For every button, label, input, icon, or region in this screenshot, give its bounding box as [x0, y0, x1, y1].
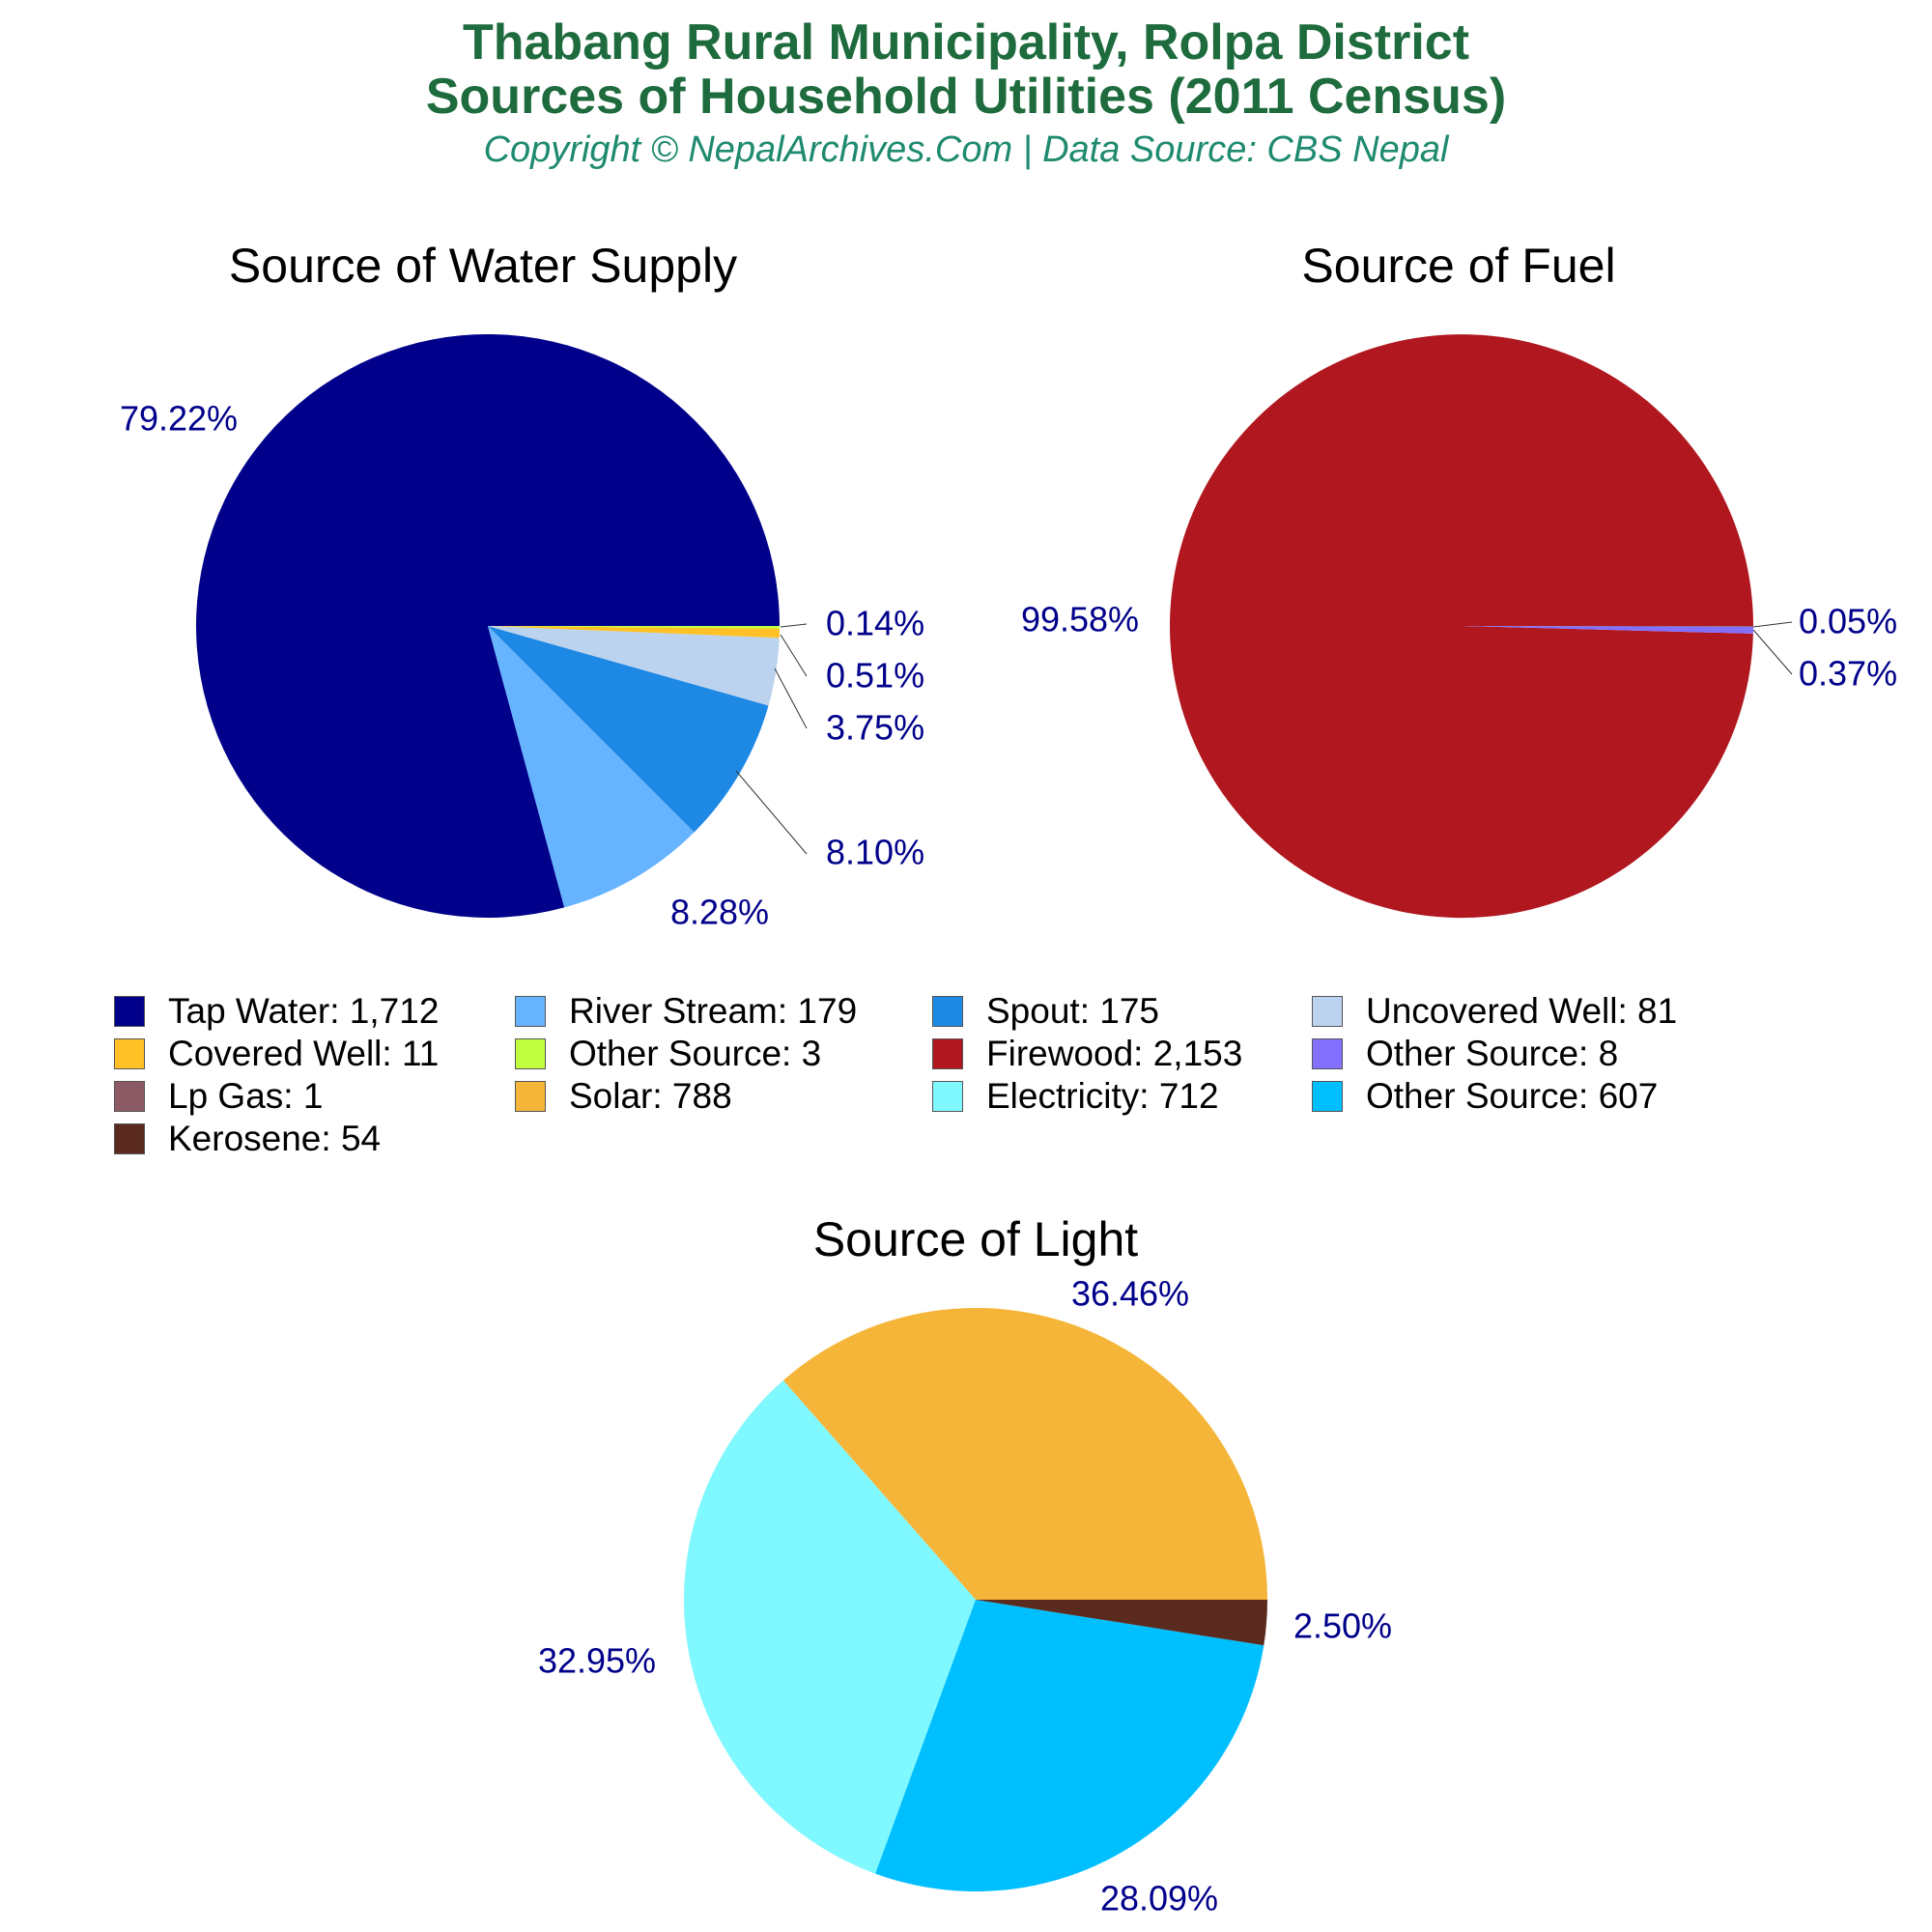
pie-percent-label: 32.95% — [538, 1641, 656, 1681]
legend-swatch — [932, 1081, 963, 1112]
pie-slice-tap-water — [195, 333, 780, 918]
legend-label: Covered Well: 11 — [168, 1034, 440, 1073]
legend-item: Kerosene: 54 — [114, 1118, 381, 1160]
legend-item: Spout: 175 — [932, 990, 1159, 1033]
legend-label: Lp Gas: 1 — [168, 1076, 324, 1116]
legend-label: Kerosene: 54 — [168, 1119, 382, 1158]
leader-line — [735, 770, 808, 855]
legend-item: River Stream: 179 — [515, 990, 857, 1033]
fuel-pie: 99.58% 0.37% 0.05% — [1021, 334, 1897, 919]
water-supply-pie-title: Source of Water Supply — [229, 239, 737, 293]
chart-title-line-2: Sources of Household Utilities (2011 Cen… — [425, 69, 1507, 125]
legend-swatch — [932, 996, 963, 1027]
legend-swatch — [932, 1038, 963, 1069]
pie-slice-firewood — [1170, 334, 1753, 919]
pie-percent-label: 0.05% — [1799, 602, 1897, 641]
legend-swatch — [1312, 1081, 1343, 1112]
legend-label: Other Source: 3 — [569, 1034, 822, 1073]
leader-line — [780, 623, 808, 628]
pie-percent-label: 8.28% — [670, 893, 769, 932]
pie-slice-lp-gas — [1462, 626, 1754, 627]
pie-slice-river-stream — [488, 626, 695, 908]
legend-label: Tap Water: 1,712 — [168, 991, 440, 1031]
legend-label: River Stream: 179 — [569, 991, 858, 1031]
water-supply-pie: 79.22% 8.28% 8.10% 3.75% 0.51% 0.14% — [120, 333, 924, 932]
pie-slice-kerosene — [976, 1600, 1267, 1646]
pie-percent-label: 36.46% — [1071, 1274, 1189, 1314]
chart-title-line-1: Thabang Rural Municipality, Rolpa Distri… — [462, 14, 1470, 71]
legend-label: Electricity: 712 — [986, 1076, 1219, 1116]
legend-item: Lp Gas: 1 — [114, 1075, 323, 1118]
leader-line — [1752, 621, 1793, 628]
pie-slice-solar — [782, 1307, 1267, 1600]
light-pie: 36.46% 32.95% 28.09% 2.50% — [538, 1274, 1392, 1918]
pie-slice-spout — [488, 626, 769, 833]
legend-swatch — [114, 996, 145, 1027]
pie-percent-label: 3.75% — [826, 708, 924, 748]
pie-slice-other-source — [488, 626, 781, 629]
legend-label: Solar: 788 — [569, 1076, 732, 1116]
pie-slice-other-source — [875, 1600, 1264, 1892]
legend-swatch — [114, 1123, 145, 1154]
legend-swatch — [114, 1081, 145, 1112]
legend-item: Covered Well: 11 — [114, 1033, 439, 1075]
pie-percent-label: 79.22% — [120, 399, 238, 439]
leader-line — [1752, 629, 1793, 675]
leader-line — [780, 634, 808, 677]
legend-swatch — [114, 1038, 145, 1069]
legend-item: Uncovered Well: 81 — [1312, 990, 1677, 1033]
pie-slice-covered-well — [488, 626, 780, 639]
pie-slice-other-source — [1462, 626, 1753, 634]
light-pie-title: Source of Light — [813, 1212, 1138, 1266]
pie-percent-label: 99.58% — [1021, 600, 1139, 639]
legend-item: Other Source: 607 — [1312, 1075, 1658, 1118]
legend-label: Firewood: 2,153 — [986, 1034, 1243, 1073]
legend-item: Tap Water: 1,712 — [114, 990, 439, 1033]
legend-swatch — [1312, 996, 1343, 1027]
legend-label: Spout: 175 — [986, 991, 1159, 1031]
pie-percent-label: 0.51% — [826, 656, 924, 696]
pie-percent-label: 2.50% — [1293, 1606, 1392, 1646]
legend-item: Electricity: 712 — [932, 1075, 1219, 1118]
legend-swatch — [515, 1081, 546, 1112]
chart-subtitle: Copyright © NepalArchives.Com | Data Sou… — [483, 129, 1449, 170]
pie-percent-label: 28.09% — [1100, 1879, 1218, 1918]
pie-percent-label: 0.37% — [1799, 654, 1897, 694]
legend-swatch — [1312, 1038, 1343, 1069]
legend-item: Other Source: 3 — [515, 1033, 821, 1075]
legend-item: Firewood: 2,153 — [932, 1033, 1242, 1075]
leader-line — [774, 668, 808, 729]
pie-percent-label: 8.10% — [826, 833, 924, 872]
legend-label: Other Source: 607 — [1366, 1076, 1659, 1116]
legend-item: Other Source: 8 — [1312, 1033, 1618, 1075]
legend-label: Other Source: 8 — [1366, 1034, 1619, 1073]
pie-slice-electricity — [683, 1380, 976, 1874]
legend-swatch — [515, 1038, 546, 1069]
legend-item: Solar: 788 — [515, 1075, 732, 1118]
legend-swatch — [515, 996, 546, 1027]
pie-percent-label: 0.14% — [826, 604, 924, 643]
legend-label: Uncovered Well: 81 — [1366, 991, 1678, 1031]
fuel-pie-title: Source of Fuel — [1301, 239, 1615, 293]
pie-slice-uncovered-well — [488, 626, 780, 706]
